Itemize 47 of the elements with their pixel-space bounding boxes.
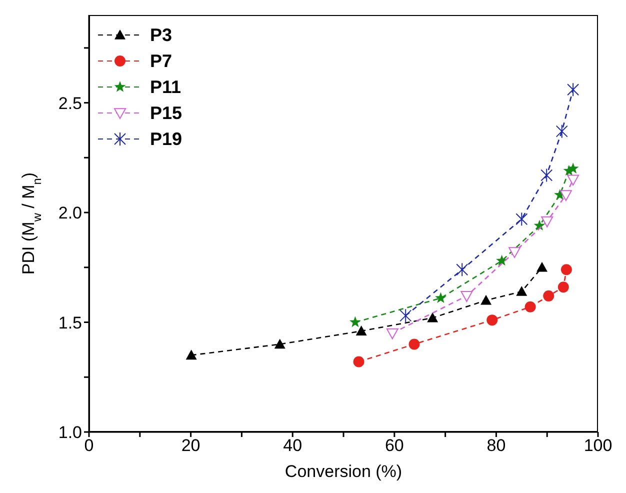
x-tick-label: 60 bbox=[384, 436, 404, 456]
point bbox=[558, 282, 569, 293]
x-tick-label: 20 bbox=[181, 436, 200, 456]
point bbox=[536, 262, 548, 272]
point bbox=[556, 124, 568, 138]
point bbox=[353, 356, 364, 368]
point bbox=[408, 338, 420, 350]
legend-label: P19 bbox=[150, 128, 182, 150]
point bbox=[356, 326, 367, 336]
point bbox=[567, 82, 580, 97]
point bbox=[386, 328, 398, 340]
point bbox=[456, 262, 468, 277]
point bbox=[435, 292, 446, 303]
point bbox=[186, 350, 197, 360]
point bbox=[427, 312, 438, 322]
x-tick-label: 40 bbox=[283, 436, 302, 456]
point bbox=[540, 168, 553, 182]
point bbox=[508, 247, 521, 258]
point bbox=[567, 174, 580, 186]
y-tick-label: 1.5 bbox=[58, 313, 82, 332]
y-tick-label: 1.0 bbox=[58, 423, 82, 442]
legend-label: P3 bbox=[150, 24, 172, 46]
point bbox=[541, 216, 554, 228]
y-tick-label: 2.0 bbox=[58, 204, 82, 223]
y-tick-label: 2.5 bbox=[58, 94, 82, 113]
legend-label: P11 bbox=[150, 76, 182, 98]
point bbox=[486, 314, 498, 326]
point bbox=[524, 301, 536, 312]
point bbox=[400, 308, 412, 323]
point bbox=[274, 338, 286, 349]
point bbox=[534, 220, 546, 231]
point bbox=[460, 291, 473, 302]
point bbox=[480, 294, 492, 305]
x-tick-label: 80 bbox=[486, 436, 506, 456]
legend-label: P15 bbox=[150, 102, 182, 124]
x-axis-title: Conversion (%) bbox=[284, 462, 402, 481]
point bbox=[350, 316, 361, 328]
point bbox=[516, 212, 528, 226]
point bbox=[543, 290, 554, 302]
point bbox=[567, 162, 579, 174]
point bbox=[560, 190, 572, 201]
x-tick-label: 0 bbox=[84, 436, 94, 456]
point bbox=[560, 264, 572, 276]
point bbox=[496, 254, 508, 266]
point bbox=[516, 286, 528, 296]
x-tick-label: 100 bbox=[584, 436, 612, 456]
legend-label: P7 bbox=[150, 50, 172, 72]
